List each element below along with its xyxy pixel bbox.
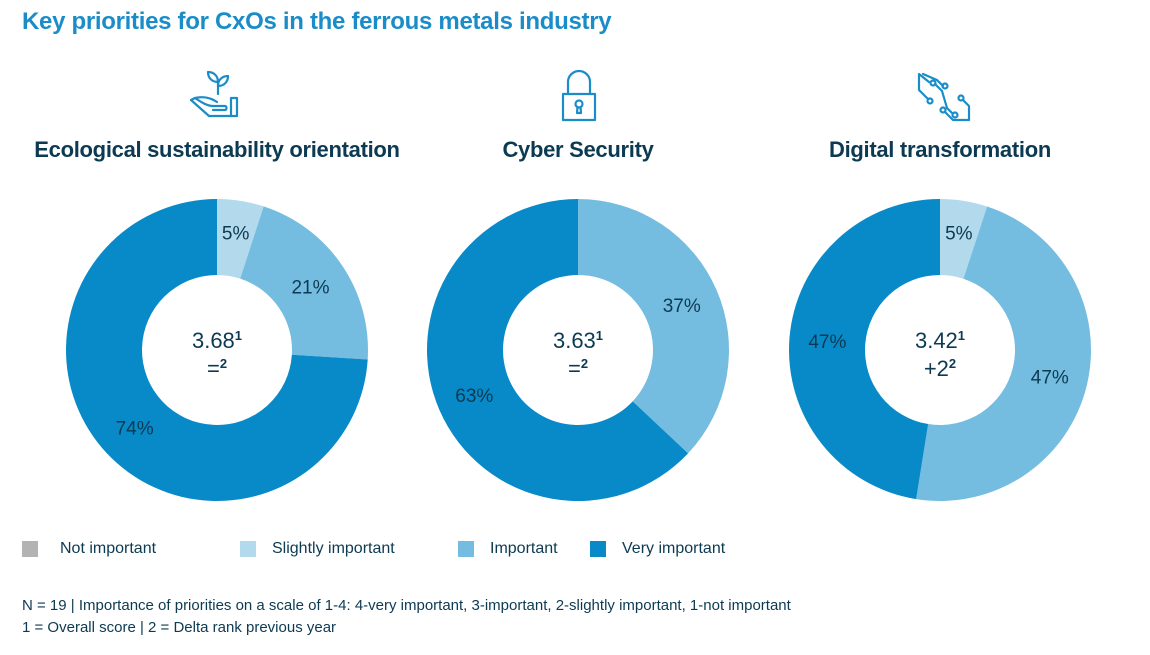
chart-title-cyber-security: Cyber Security	[502, 137, 654, 162]
legend-item-very-important: Very important	[590, 540, 725, 558]
slice-very-important	[427, 199, 689, 501]
legend-label: Important	[490, 540, 558, 557]
legend-label: Slightly important	[272, 540, 395, 557]
overall-score: 3.631	[553, 328, 603, 353]
overall-score: 3.421	[915, 328, 965, 353]
slice-very-important	[65, 199, 368, 501]
delta-rank: +22	[924, 356, 956, 381]
slice-important	[578, 199, 729, 454]
slice-label: 21%	[291, 277, 329, 298]
circuit-icon	[905, 66, 975, 126]
delta-rank: =2	[207, 356, 227, 381]
slice-slightly-important	[217, 199, 264, 279]
legend: Not important Slightly important Importa…	[22, 540, 725, 558]
slice-label: 5%	[945, 223, 973, 244]
legend-item-important: Important	[458, 540, 590, 558]
slice-label: 47%	[808, 332, 846, 353]
slice-important	[240, 206, 368, 360]
legend-item-slightly-important: Slightly important	[240, 540, 458, 558]
chart-title-ecological: Ecological sustainability orientation	[34, 137, 400, 162]
footnote-sample: N = 19 | Importance of priorities on a s…	[22, 597, 791, 614]
overall-score: 3.681	[192, 328, 242, 353]
slice-label: 63%	[455, 386, 493, 407]
hand-plant-icon	[183, 66, 253, 126]
legend-swatch	[22, 541, 38, 557]
delta-rank: =2	[568, 356, 588, 381]
slice-label: 47%	[1031, 368, 1069, 389]
padlock-icon	[544, 66, 614, 126]
footnote-legend: 1 = Overall score | 2 = Delta rank previ…	[22, 619, 337, 636]
legend-swatch	[458, 541, 474, 557]
chart-title-digital: Digital transformation	[829, 137, 1051, 162]
slice-very-important	[788, 199, 940, 500]
page-title: Key priorities for CxOs in the ferrous m…	[22, 8, 612, 35]
slice-slightly-important	[940, 199, 988, 279]
legend-label: Not important	[60, 540, 157, 557]
legend-item-not-important: Not important	[22, 540, 240, 558]
slice-label: 5%	[222, 223, 250, 244]
legend-label: Very important	[622, 540, 726, 557]
slice-label: 37%	[663, 296, 701, 317]
slice-important	[916, 206, 1092, 502]
legend-swatch	[240, 541, 256, 557]
slice-label: 74%	[116, 418, 154, 439]
legend-swatch	[590, 541, 606, 557]
